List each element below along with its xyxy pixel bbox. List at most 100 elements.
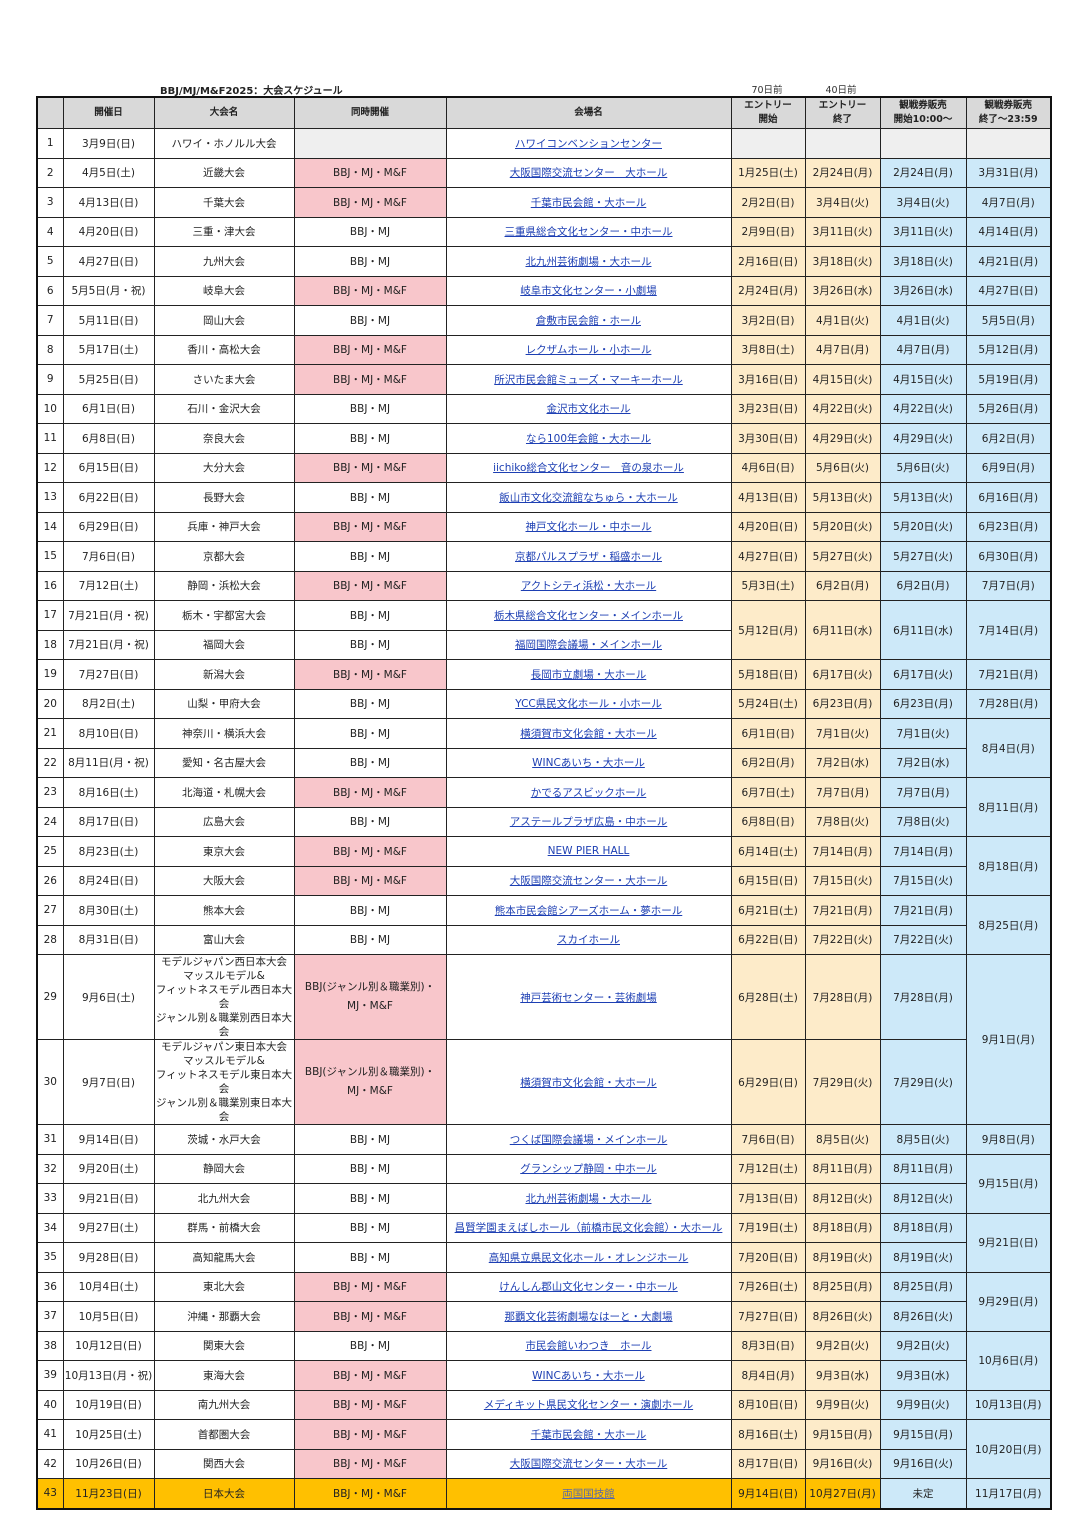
- concurrent-events: BBJ・MJ: [293, 718, 447, 749]
- venue-link[interactable]: つくば国際会議場・メインホール: [509, 1133, 668, 1146]
- venue-cell: アステールプラザ広島・中ホール: [445, 806, 732, 837]
- venue-link[interactable]: メディキット県民文化センター・演劇ホール: [483, 1399, 694, 1412]
- venue-link[interactable]: かでるアスビックホール: [530, 786, 647, 799]
- venue-link[interactable]: ハワイコンベンションセンター: [515, 137, 662, 150]
- venue-link[interactable]: 大阪国際交流センター・大ホール: [509, 875, 668, 888]
- ticket-start-date: 5月20日(火): [879, 511, 967, 542]
- venue-link[interactable]: 熊本市民会館シアーズホーム・夢ホール: [494, 904, 683, 917]
- ticket-start-date: 2月24日(月): [879, 157, 967, 188]
- venue-link[interactable]: 高知県立県民文化ホール・オレンジホール: [488, 1251, 689, 1264]
- venue-link[interactable]: 昌賢学園まえばしホール（前橋市民文化会館）・大ホール: [454, 1222, 723, 1235]
- entry-start-date: 3月16日(日): [730, 364, 806, 395]
- venue-link[interactable]: 神戸芸術センター・芸術劇場: [520, 991, 657, 1004]
- venue-link[interactable]: 栃木県総合文化センター・メインホール: [494, 609, 683, 622]
- venue-cell: 京都パルスプラザ・稲盛ホール: [445, 541, 732, 572]
- venue-link[interactable]: WINCあいち・大ホール: [532, 1369, 645, 1382]
- venue-link[interactable]: 北九州芸術劇場・大ホール: [525, 1192, 652, 1205]
- venue-link[interactable]: 大阪国際交流センター 大ホール: [509, 167, 668, 180]
- venue-link[interactable]: 市民会館いわつき ホール: [525, 1340, 652, 1353]
- venue-link[interactable]: 北九州芸術劇場・大ホール: [525, 255, 652, 268]
- entry-start-date: 6月28日(土): [730, 954, 806, 1040]
- table-row: 15 7月6日(日) 京都大会 BBJ・MJ 京都パルスプラザ・稲盛ホール 4月27日(日…: [36, 541, 1052, 572]
- entry-end-date: 4月29日(火): [804, 423, 881, 454]
- venue-cell: 大阪国際交流センター・大ホール: [445, 865, 732, 896]
- ticket-end-date: 5月5日(月): [965, 305, 1052, 336]
- entry-start-date: 3月8日(土): [730, 334, 806, 365]
- concurrent-events: BBJ・MJ・M&F: [293, 364, 447, 395]
- entry-start-date: 4月20日(日): [730, 511, 806, 542]
- venue-link[interactable]: 那覇文化芸術劇場なはーと・大劇場: [504, 1310, 673, 1323]
- concurrent-events: BBJ・MJ: [293, 600, 447, 631]
- venue-link[interactable]: 千葉市民会館・大ホール: [530, 196, 647, 209]
- row-number: 31: [36, 1124, 64, 1155]
- venue-link[interactable]: 横須賀市文化会館・大ホール: [520, 1076, 657, 1089]
- event-date: 8月11日(月・祝): [62, 747, 155, 778]
- venue-link[interactable]: iichiko総合文化センター 音の泉ホール: [493, 462, 684, 475]
- schedule-table: 開催日 大会名 同時開催 会場名 エントリー 開始 エントリー 終了 観戦券販売…: [36, 96, 1052, 1510]
- venue-link[interactable]: 両国国技館: [562, 1487, 615, 1500]
- event-name: 岡山大会: [153, 305, 295, 336]
- event-name: 茨城・水戸大会: [153, 1124, 295, 1155]
- venue-link[interactable]: アステールプラザ広島・中ホール: [509, 816, 668, 829]
- venue-link[interactable]: NEW PIER HALL: [547, 845, 630, 858]
- venue-link[interactable]: WINCあいち・大ホール: [532, 757, 645, 770]
- concurrent-events: BBJ・MJ・M&F: [293, 865, 447, 896]
- concurrent-events: BBJ・MJ: [293, 393, 447, 424]
- ticket-start-date: 7月8日(火): [879, 806, 967, 837]
- table-row: 19 7月27日(日) 新潟大会 BBJ・MJ・M&F 長岡市立劇場・大ホール 5月18日…: [36, 659, 1052, 690]
- entry-start-date: 2月9日(日): [730, 216, 806, 247]
- venue-link[interactable]: 三重県総合文化センター・中ホール: [504, 226, 673, 239]
- concurrent-events: BBJ・MJ: [293, 423, 447, 454]
- event-date: 8月24日(日): [62, 865, 155, 896]
- row-number: 27: [36, 895, 64, 926]
- ticket-end-date: 6月16日(月): [965, 482, 1052, 513]
- venue-link[interactable]: 岐阜市文化センター・小劇場: [520, 285, 657, 298]
- ticket-start-date: 3月26日(水): [879, 275, 967, 306]
- entry-end-date: 8月18日(月): [804, 1212, 881, 1243]
- ticket-start-date: 3月4日(火): [879, 187, 967, 218]
- concurrent-events: BBJ・MJ: [293, 1183, 447, 1214]
- venue-cell: グランシップ静岡・中ホール: [445, 1153, 732, 1184]
- venue-cell: NEW PIER HALL: [445, 836, 732, 867]
- concurrent-events: BBJ・MJ: [293, 1153, 447, 1184]
- venue-link[interactable]: 飯山市文化交流館なちゅら・大ホール: [499, 491, 678, 504]
- venue-link[interactable]: 京都パルスプラザ・稲盛ホール: [515, 550, 662, 563]
- venue-link[interactable]: 大阪国際交流センター・大ホール: [509, 1458, 668, 1471]
- entry-start-date: 5月18日(日): [730, 659, 806, 690]
- venue-link[interactable]: 神戸文化ホール・中ホール: [525, 521, 652, 534]
- table-row: 41 10月25日(土) 首都圏大会 BBJ・MJ・M&F 千葉市民会館・大ホール 8月1…: [36, 1419, 1052, 1479]
- entry-end-date: 8月25日(月): [804, 1271, 881, 1302]
- table-row: 43 11月23日(日) 日本大会 BBJ・MJ・M&F 両国国技館 9月14日(日) 10…: [36, 1478, 1052, 1509]
- entry-start-date: 9月14日(日): [730, 1478, 806, 1509]
- concurrent-events: BBJ・MJ・M&F: [293, 334, 447, 365]
- ticket-end-date: 9月15日(月): [965, 1153, 1052, 1214]
- venue-link[interactable]: 長岡市立劇場・大ホール: [530, 668, 647, 681]
- venue-link[interactable]: レクザムホール・小ホール: [525, 344, 652, 357]
- event-name: 東北大会: [153, 1271, 295, 1302]
- venue-link[interactable]: アクトシティ浜松・大ホール: [520, 580, 657, 593]
- venue-cell: 横須賀市文化会館・大ホール: [445, 1039, 732, 1125]
- venue-link[interactable]: 千葉市民会館・大ホール: [530, 1428, 647, 1441]
- row-number: 21: [36, 718, 64, 749]
- venue-link[interactable]: 横須賀市文化会館・大ホール: [520, 727, 657, 740]
- table-row: 14 6月29日(日) 兵庫・神戸大会 BBJ・MJ・M&F 神戸文化ホール・中ホール 4…: [36, 511, 1052, 542]
- venue-link[interactable]: 金沢市文化ホール: [546, 403, 631, 416]
- venue-link[interactable]: なら100年会館・大ホール: [525, 432, 652, 445]
- ticket-start-date: 4月1日(火): [879, 305, 967, 336]
- venue-link[interactable]: 所沢市民会館ミューズ・マーキーホール: [494, 373, 683, 386]
- venue-link[interactable]: 福岡国際会議場・メインホール: [515, 639, 662, 652]
- event-name: モデルジャパン東日本大会 マッスルモデル& フィットネスモデル東日本大会 ジャン…: [153, 1039, 295, 1125]
- venue-link[interactable]: グランシップ静岡・中ホール: [520, 1163, 657, 1176]
- venue-link[interactable]: スカイホール: [557, 934, 620, 947]
- entry-start-date: 8月10日(日): [730, 1389, 806, 1420]
- row-number: 4: [36, 216, 64, 247]
- table-row: 25 8月23日(土) 東京大会 BBJ・MJ・M&F NEW PIER HALL 6月1…: [36, 836, 1052, 896]
- ticket-start-date: 7月14日(月): [879, 836, 967, 867]
- venue-link[interactable]: YCC県民文化ホール・小ホール: [515, 698, 662, 711]
- table-row: 8 5月17日(土) 香川・高松大会 BBJ・MJ・M&F レクザムホール・小ホール 3月…: [36, 334, 1052, 365]
- ticket-start-date: 7月29日(火): [879, 1039, 967, 1125]
- venue-link[interactable]: 倉敷市民会館・ホール: [536, 314, 641, 327]
- venue-link[interactable]: けんしん郡山文化センター・中ホール: [499, 1281, 678, 1294]
- venue-cell: 千葉市民会館・大ホール: [445, 187, 732, 218]
- entry-start-date: 5月12日(月): [730, 600, 806, 660]
